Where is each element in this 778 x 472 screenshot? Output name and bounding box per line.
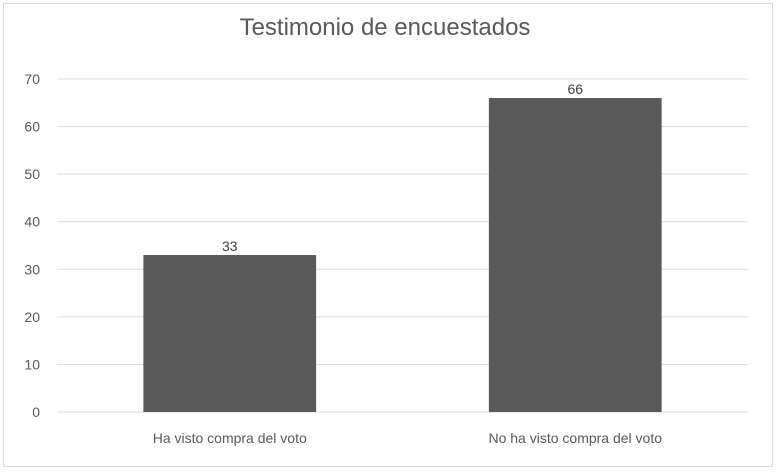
y-tick-label: 40	[24, 214, 40, 230]
y-tick-label: 0	[32, 404, 40, 420]
bars	[143, 98, 662, 413]
y-tick-label: 60	[24, 119, 40, 135]
bar-data-label: 33	[222, 238, 238, 254]
y-tick-label: 70	[24, 71, 40, 87]
y-tick-label: 30	[24, 261, 40, 277]
y-tick-label: 20	[24, 309, 40, 325]
y-tick-label: 10	[24, 356, 40, 372]
bar	[488, 98, 662, 413]
data-labels: 33 66	[222, 81, 583, 254]
y-tick-label: 50	[24, 166, 40, 182]
chart-title: Testimonio de encuestados	[240, 14, 531, 41]
y-axis-ticks: 0 10 20 30 40 50 60 70	[24, 71, 40, 420]
x-category-label: Ha visto compra del voto	[153, 430, 307, 446]
bar	[143, 255, 317, 412]
x-axis-categories: Ha visto compra del voto No ha visto comp…	[153, 430, 663, 446]
x-category-label: No ha visto compra del voto	[488, 430, 662, 446]
bar-data-label: 66	[567, 81, 583, 97]
